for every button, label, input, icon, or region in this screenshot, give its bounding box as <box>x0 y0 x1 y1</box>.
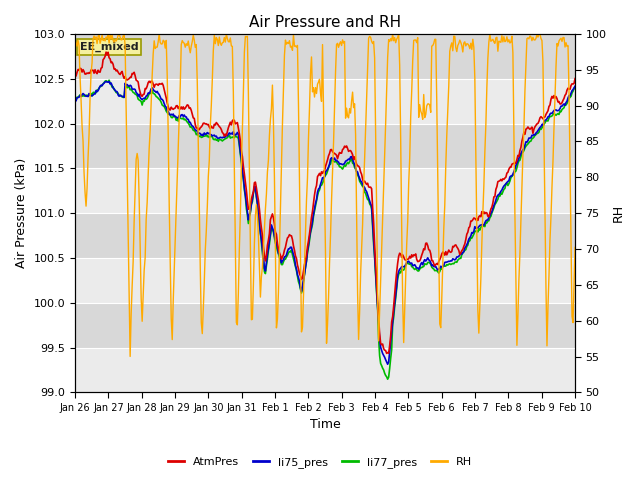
Legend: AtmPres, li75_pres, li77_pres, RH: AtmPres, li75_pres, li77_pres, RH <box>163 452 477 472</box>
X-axis label: Time: Time <box>310 419 340 432</box>
Title: Air Pressure and RH: Air Pressure and RH <box>249 15 401 30</box>
Bar <box>75 213 575 258</box>
Bar <box>75 34 575 79</box>
Bar <box>75 79 575 123</box>
Bar <box>75 303 575 348</box>
Bar <box>75 168 575 213</box>
Bar <box>75 258 575 303</box>
Text: EE_mixed: EE_mixed <box>80 42 139 52</box>
Bar <box>75 348 575 393</box>
Y-axis label: RH: RH <box>612 204 625 222</box>
Y-axis label: Air Pressure (kPa): Air Pressure (kPa) <box>15 158 28 268</box>
Bar <box>75 123 575 168</box>
